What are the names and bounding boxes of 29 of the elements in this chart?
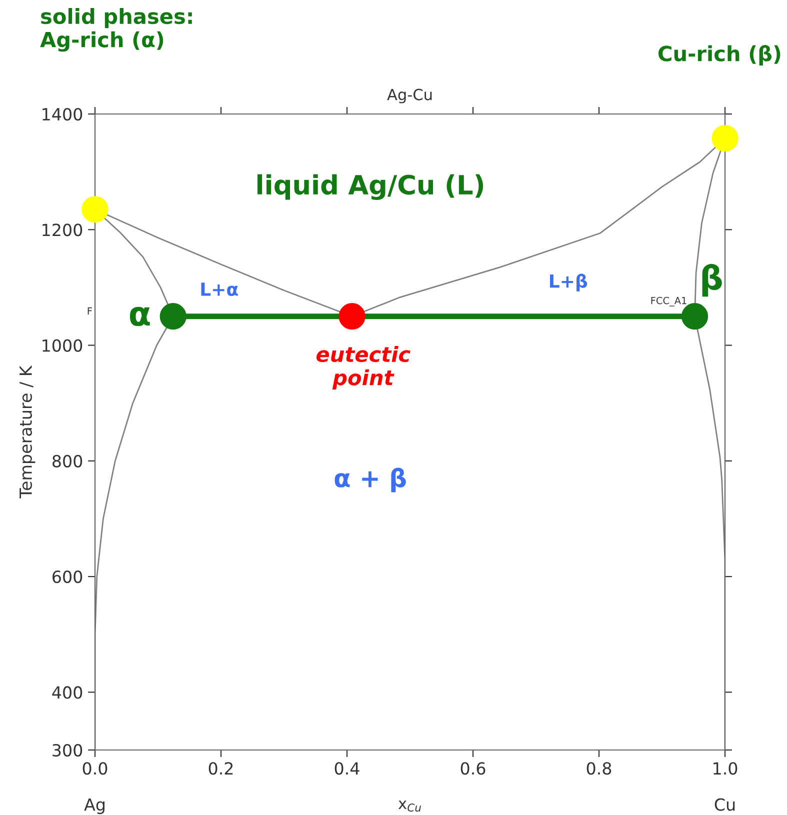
annotation: liquid Ag/Cu (L)	[257, 174, 484, 200]
y-tick-label: 300	[52, 744, 82, 757]
y-tick-label: 600	[52, 570, 82, 584]
annotation: α + β	[334, 468, 406, 492]
text: Cu-rich (β)	[658, 45, 780, 66]
y-tick-label: 400	[52, 686, 82, 699]
annotation: L+β	[550, 274, 588, 292]
y-tick-label: 1000	[42, 339, 82, 352]
text: F	[88, 307, 92, 314]
y-axis-title: Temperature / K	[20, 365, 36, 498]
text: Ag	[84, 798, 104, 814]
annotation: eutectic point	[316, 346, 410, 390]
y-tick-label: 1200	[42, 224, 82, 236]
y-tick-label: 800	[52, 454, 82, 468]
x-tick-label: 0.6	[460, 762, 486, 775]
x-tick-label: 0.0	[82, 762, 108, 775]
annotation: FCC_A1	[651, 296, 686, 306]
annotation: β	[702, 264, 722, 297]
x-tick-label: 1.0	[714, 762, 738, 775]
x-tick-label: 0.4	[334, 762, 360, 775]
chart-title: Ag-Cu	[387, 88, 432, 104]
x-tick-label: 0.8	[586, 762, 612, 775]
annotation: L+α	[201, 282, 238, 296]
y-tick-label: 1400	[42, 108, 82, 121]
annotation: α	[130, 306, 150, 326]
text: solid phases: Ag-rich (α)	[40, 8, 192, 52]
x-tick-label: 0.2	[208, 762, 233, 775]
text: Cu	[714, 798, 735, 811]
x-axis-title: x$_{Cu}$	[398, 800, 421, 812]
